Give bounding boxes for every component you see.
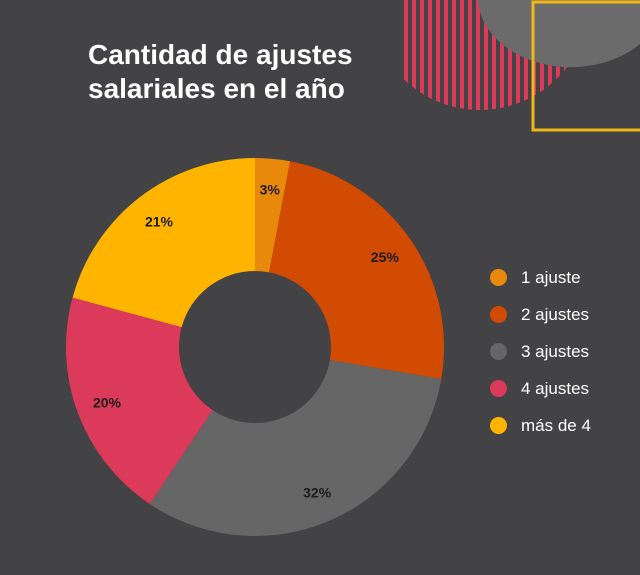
- stripe: [412, 0, 416, 110]
- stripe: [476, 0, 480, 110]
- stripe: [428, 0, 432, 110]
- legend-item-1-ajuste: 1 ajuste: [490, 259, 591, 296]
- legend-label: 3 ajustes: [521, 341, 590, 361]
- yellow-frame: [531, 0, 640, 132]
- stripe: [508, 0, 512, 110]
- stripe: [444, 0, 448, 110]
- slice-label-4: 20%: [93, 394, 122, 410]
- legend-label: 2 ajustes: [521, 304, 590, 324]
- stripe: [436, 0, 440, 110]
- legend-item-mas-de-4: más de 4: [490, 407, 591, 444]
- chart-title-line-1: Cantidad de ajustes: [88, 39, 353, 70]
- legend-swatch: [490, 380, 507, 397]
- slice-label-3: 32%: [303, 484, 332, 500]
- slice-label-1: 3%: [260, 182, 281, 198]
- stripe: [452, 0, 456, 110]
- stripe: [492, 0, 496, 110]
- stripe: [484, 0, 488, 110]
- chart-title-line-2: salariales en el año: [88, 73, 345, 104]
- slice-labels: 3% 25% 32% 20% 21%: [93, 182, 399, 501]
- legend-label: 4 ajustes: [521, 378, 590, 398]
- decorative-corner: [404, 0, 640, 132]
- legend-swatch: [490, 269, 507, 286]
- stripe: [516, 0, 520, 110]
- slice-label-5: 21%: [145, 214, 174, 230]
- gray-half-circle: [478, 0, 640, 68]
- donut-slice-3: [149, 359, 442, 536]
- legend: 1 ajuste 2 ajustes 3 ajustes 4 ajustes m…: [490, 259, 591, 444]
- donut-slice-2: [269, 161, 444, 380]
- slice-label-2: 25%: [371, 249, 400, 265]
- donut-slice-1: [255, 158, 291, 273]
- legend-swatch: [490, 417, 507, 434]
- donut-slice-5: [72, 158, 255, 328]
- stripe: [420, 0, 424, 110]
- stripe: [404, 0, 408, 110]
- chart-title: Cantidad de ajustes salariales en el año: [88, 38, 353, 106]
- legend-swatch: [490, 343, 507, 360]
- stripe: [468, 0, 472, 110]
- legend-label: 1 ajuste: [521, 267, 581, 287]
- donut-slice-4: [65, 297, 213, 504]
- stripe: [460, 0, 464, 110]
- legend-item-2-ajustes: 2 ajustes: [490, 296, 591, 333]
- stripe: [500, 0, 504, 110]
- legend-swatch: [490, 306, 507, 323]
- donut-slices: [65, 158, 444, 536]
- legend-item-4-ajustes: 4 ajustes: [490, 370, 591, 407]
- legend-label: más de 4: [521, 415, 591, 435]
- legend-item-3-ajustes: 3 ajustes: [490, 333, 591, 370]
